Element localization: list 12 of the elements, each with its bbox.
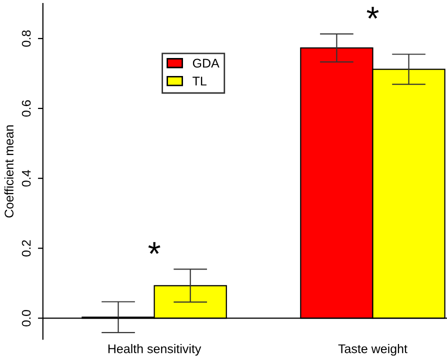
y-axis-title: Coefficient mean (4, 125, 14, 218)
x-tick-label: Health sensitivity (108, 344, 202, 356)
y-tick-label: 0.0 (22, 310, 31, 326)
y-tick-label: 0.4 (22, 170, 31, 187)
y-tick-label: 0.8 (22, 30, 31, 47)
y-tick-label: 0.2 (22, 240, 31, 256)
x-tick-label: Taste weight (338, 344, 408, 356)
legend-label: GDA (192, 58, 220, 68)
annotation: * (148, 242, 160, 254)
legend-label: TL (192, 76, 206, 86)
annotation: * (366, 6, 379, 19)
y-tick-label: 0.6 (22, 100, 31, 117)
